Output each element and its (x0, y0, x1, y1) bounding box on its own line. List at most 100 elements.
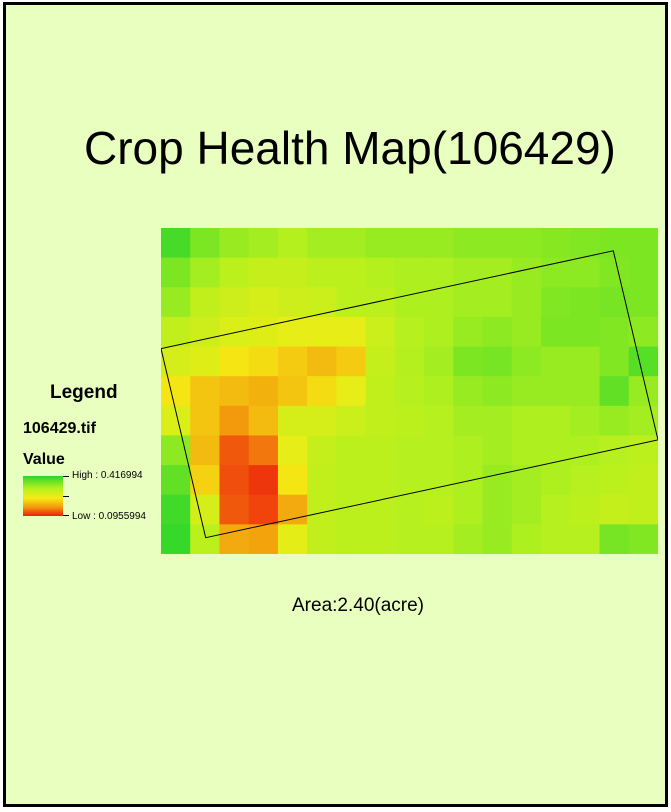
raster-cell (190, 228, 220, 259)
legend-layer-name: 106429.tif (23, 420, 96, 437)
raster-cell (248, 257, 279, 288)
raster-cell (424, 346, 454, 377)
raster-cell (482, 494, 513, 525)
raster-cell (161, 287, 191, 318)
raster-cell (365, 287, 396, 318)
raster-cell (628, 287, 658, 318)
raster-cell (394, 346, 425, 377)
raster-cell (628, 435, 658, 466)
raster-cell (365, 405, 396, 436)
raster-cell (570, 346, 601, 377)
legend-low-label: Low : 0.0955994 (72, 511, 146, 522)
raster-cell (365, 257, 396, 288)
raster-cell (511, 376, 542, 407)
raster-cell (482, 228, 513, 259)
raster-cell (248, 435, 279, 466)
field-boundary-polygon (161, 250, 658, 539)
raster-cell (161, 376, 191, 407)
raster-cell (453, 228, 484, 259)
raster-cell (511, 465, 542, 496)
raster-cell (365, 494, 396, 525)
raster-cell (482, 405, 513, 436)
raster-cell (190, 346, 220, 377)
raster-cell (336, 228, 367, 259)
raster-cell (453, 376, 484, 407)
raster-cell (161, 494, 191, 525)
raster-cell (599, 257, 630, 288)
raster-cell (219, 228, 250, 259)
raster-cell (190, 405, 220, 436)
raster-cell (190, 465, 220, 496)
raster-cell (424, 228, 454, 259)
raster-cell (482, 376, 513, 407)
raster-cell (628, 228, 658, 259)
raster-cell (482, 316, 513, 348)
raster-cell (219, 316, 250, 348)
legend-high-tick (63, 476, 69, 477)
raster-cell (511, 287, 542, 318)
raster-cell (394, 435, 425, 466)
raster-cell (424, 257, 454, 288)
raster-cell (190, 287, 220, 318)
raster-cell (190, 257, 220, 288)
raster-cell (248, 524, 279, 554)
raster-cell (307, 465, 337, 496)
raster-cell (628, 316, 658, 348)
raster-cell (453, 524, 484, 554)
raster-cell (599, 316, 630, 348)
map-layout-frame: Crop Health Map(106429) Legend 106429.ti… (3, 2, 668, 807)
raster-cell (628, 376, 658, 407)
raster-cell (453, 346, 484, 377)
legend-mid-tick (63, 496, 69, 497)
raster-cell (336, 316, 367, 348)
raster-cell (570, 524, 601, 554)
raster-cell (394, 405, 425, 436)
raster-cell (482, 346, 513, 377)
raster-cell (307, 405, 337, 436)
raster-cell (219, 494, 250, 525)
raster-cell (277, 376, 308, 407)
raster-cell (161, 316, 191, 348)
raster-cell (219, 435, 250, 466)
raster-cell (277, 435, 308, 466)
raster-cell (219, 405, 250, 436)
raster-cell (277, 405, 308, 436)
map-title: Crop Health Map(106429) (84, 122, 616, 174)
raster-cell (219, 287, 250, 318)
raster-cell (628, 494, 658, 525)
raster-cell (599, 346, 630, 377)
raster-cell (161, 346, 191, 377)
raster-cell (511, 494, 542, 525)
raster-cell (511, 228, 542, 259)
raster-cell (394, 465, 425, 496)
raster-cell (365, 316, 396, 348)
raster-cell (307, 376, 337, 407)
raster-cell (482, 257, 513, 288)
area-label: Area:2.40(acre) (292, 595, 425, 616)
raster-cell (511, 346, 542, 377)
raster-cell (628, 465, 658, 496)
raster-cell (424, 405, 454, 436)
raster-cell (365, 376, 396, 407)
raster-cell (336, 494, 367, 525)
raster-cell (336, 287, 367, 318)
raster-cell (248, 346, 279, 377)
raster-cell (628, 346, 658, 377)
raster-cell (453, 494, 484, 525)
raster-cell (365, 435, 396, 466)
raster-cell (248, 228, 279, 259)
raster-cell (277, 346, 308, 377)
raster-cell (307, 257, 337, 288)
raster-cell (482, 435, 513, 466)
raster-cell (570, 316, 601, 348)
raster-cell (599, 376, 630, 407)
raster-cell (570, 376, 601, 407)
raster-cell (190, 316, 220, 348)
raster-cell (541, 494, 571, 525)
raster-cell (570, 494, 601, 525)
raster-cell (277, 287, 308, 318)
raster-cell (365, 465, 396, 496)
raster-cell (277, 257, 308, 288)
raster-cell (219, 257, 250, 288)
raster-cell (424, 435, 454, 466)
